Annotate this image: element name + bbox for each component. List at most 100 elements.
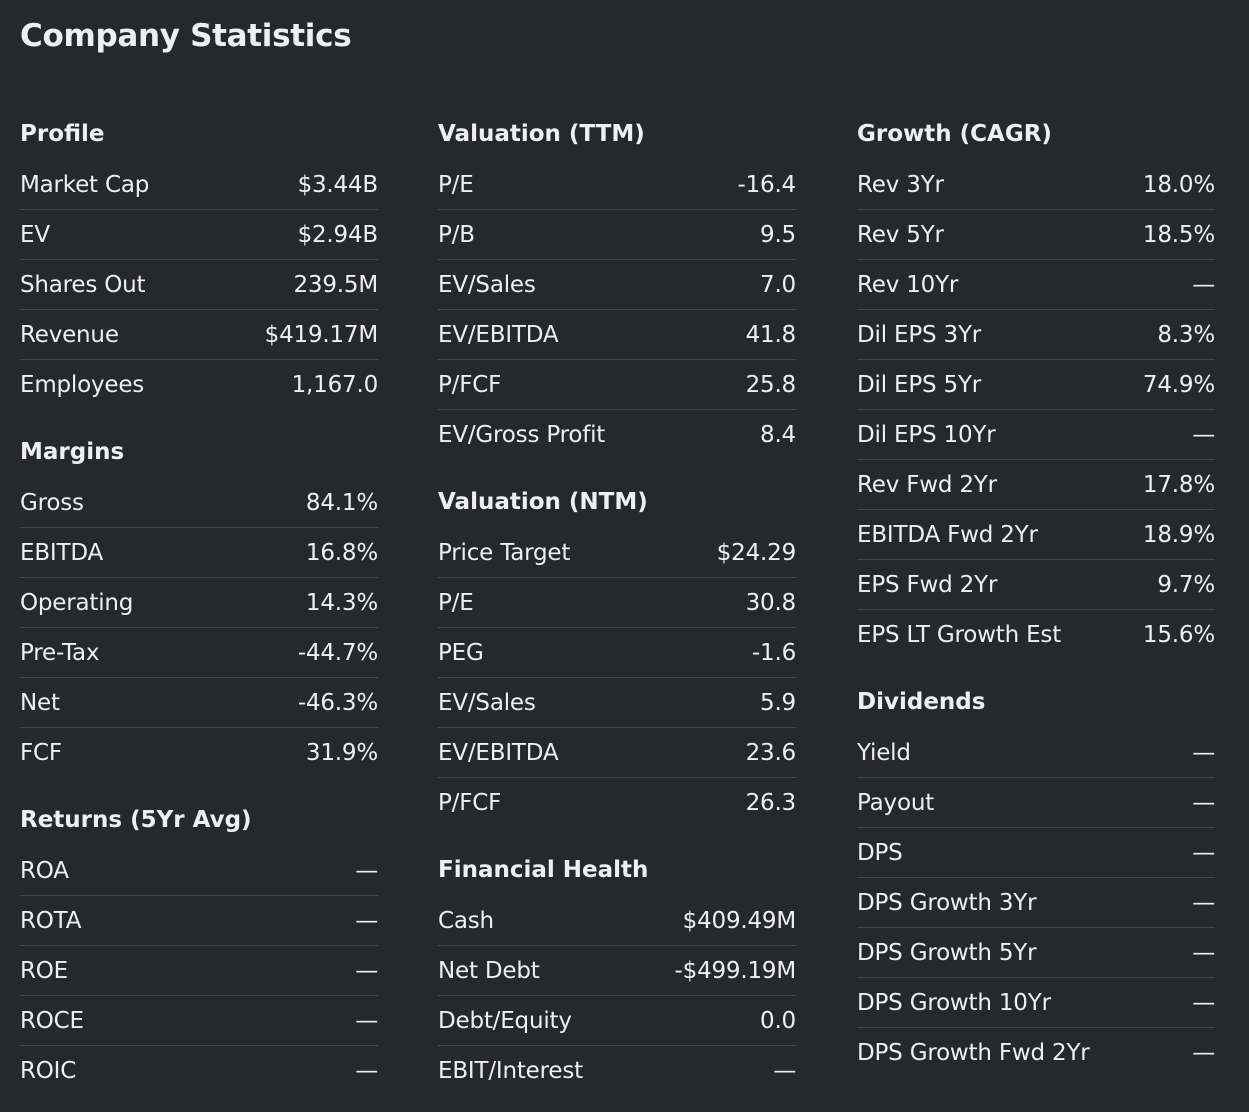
stat-label: DPS Growth 5Yr: [857, 939, 1037, 966]
stat-value: 14.3%: [305, 589, 378, 616]
stat-value: 8.4: [760, 421, 796, 448]
section-title: Valuation (NTM): [438, 489, 648, 515]
stat-row-revenue: Revenue $419.17M: [20, 310, 378, 360]
stat-value: —: [1192, 989, 1215, 1016]
stats-column-2: Valuation (TTM) P/E -16.4 P/B 9.5 EV/Sales 7.0…: [438, 108, 796, 1112]
stat-row-price-target: Price Target $24.29: [438, 528, 796, 578]
stat-value: —: [1192, 739, 1215, 766]
stat-value: 30.8: [745, 589, 797, 616]
stat-value: 31.9%: [305, 739, 378, 766]
stat-row-p-fcf: P/FCF 26.3: [438, 778, 796, 827]
stat-value: 74.9%: [1142, 371, 1215, 398]
stat-row-ebitda-fwd-2yr: EBITDA Fwd 2Yr 18.9%: [857, 510, 1215, 560]
stat-label: Market Cap: [20, 171, 150, 198]
stat-row-rev-5yr: Rev 5Yr 18.5%: [857, 210, 1215, 260]
stats-column-1: Profile Market Cap $3.44B EV $2.94B Shares Ou…: [20, 108, 378, 1112]
stat-label: EPS Fwd 2Yr: [857, 571, 998, 598]
section-profile: Profile Market Cap $3.44B EV $2.94B Shares Ou…: [20, 108, 378, 409]
stat-label: DPS Growth 3Yr: [857, 889, 1037, 916]
stat-value: 7.0: [760, 271, 796, 298]
stat-row-ev-sales: EV/Sales 7.0: [438, 260, 796, 310]
stat-row-roic: ROIC —: [20, 1046, 378, 1095]
stat-value: —: [1192, 271, 1215, 298]
stat-label: Employees: [20, 371, 145, 398]
stat-label: EV/Gross Profit: [438, 421, 606, 448]
stat-label: EPS LT Growth Est: [857, 621, 1062, 648]
stat-row-gross: Gross 84.1%: [20, 478, 378, 528]
stat-value: —: [355, 1057, 378, 1084]
stat-label: EV/Sales: [438, 689, 536, 716]
stat-label: P/B: [438, 221, 475, 248]
stat-value: —: [355, 957, 378, 984]
stat-row-eps-fwd-2yr: EPS Fwd 2Yr 9.7%: [857, 560, 1215, 610]
stat-value: -16.4: [737, 171, 796, 198]
stat-row-dil-eps-10yr: Dil EPS 10Yr —: [857, 410, 1215, 460]
stat-row-rota: ROTA —: [20, 896, 378, 946]
stats-column-3: Growth (CAGR) Rev 3Yr 18.0% Rev 5Yr 18.5% Rev…: [857, 108, 1215, 1094]
stat-label: EBITDA: [20, 539, 103, 566]
stat-label: P/FCF: [438, 371, 502, 398]
stat-value: —: [355, 907, 378, 934]
stat-label: Revenue: [20, 321, 119, 348]
stat-label: EV/EBITDA: [438, 321, 559, 348]
stat-row-eps-lt-growth-est: EPS LT Growth Est 15.6%: [857, 610, 1215, 659]
stat-row-ev-ebitda: EV/EBITDA 41.8: [438, 310, 796, 360]
stat-value: 16.8%: [305, 539, 378, 566]
stat-value: $419.17M: [264, 321, 379, 348]
section-financial-health: Financial Health Cash $409.49M Net Debt -$49…: [438, 844, 796, 1095]
stat-row-ev-gross-profit: EV/Gross Profit 8.4: [438, 410, 796, 459]
stat-row-dps-growth-3yr: DPS Growth 3Yr —: [857, 878, 1215, 928]
stat-row-dil-eps-5yr: Dil EPS 5Yr 74.9%: [857, 360, 1215, 410]
section-valuation-ttm: Valuation (TTM) P/E -16.4 P/B 9.5 EV/Sales 7.0…: [438, 108, 796, 459]
stat-value: 25.8: [745, 371, 797, 398]
stat-row-debt-equity: Debt/Equity 0.0: [438, 996, 796, 1046]
stat-label: Dil EPS 10Yr: [857, 421, 996, 448]
stat-value: 18.5%: [1142, 221, 1215, 248]
stat-value: -$499.19M: [674, 957, 797, 984]
stat-label: EBITDA Fwd 2Yr: [857, 521, 1038, 548]
stat-value: 9.7%: [1157, 571, 1215, 598]
stat-label: EV/EBITDA: [438, 739, 559, 766]
section-returns-5yr-avg: Returns (5Yr Avg) ROA — ROTA — ROE — ROCE — ROIC —: [20, 794, 378, 1095]
stat-label: Operating: [20, 589, 134, 616]
stat-label: DPS Growth Fwd 2Yr: [857, 1039, 1090, 1066]
page-title: Company Statistics: [20, 18, 352, 54]
stat-row-dps-growth-10yr: DPS Growth 10Yr —: [857, 978, 1215, 1028]
stat-row-rev-3yr: Rev 3Yr 18.0%: [857, 160, 1215, 210]
stat-label: P/FCF: [438, 789, 502, 816]
stat-row-fcf: FCF 31.9%: [20, 728, 378, 777]
stat-label: PEG: [438, 639, 484, 666]
section-title: Valuation (TTM): [438, 121, 645, 147]
stat-row-ev-sales: EV/Sales 5.9: [438, 678, 796, 728]
stat-row-peg: PEG -1.6: [438, 628, 796, 678]
stat-value: 26.3: [745, 789, 797, 816]
stat-row-dps-growth-fwd-2yr: DPS Growth Fwd 2Yr —: [857, 1028, 1215, 1077]
stat-value: 239.5M: [293, 271, 379, 298]
stat-value: 15.6%: [1142, 621, 1215, 648]
stat-value: $24.29: [716, 539, 796, 566]
stat-value: -44.7%: [297, 639, 378, 666]
stat-row-yield: Yield —: [857, 728, 1215, 778]
stat-label: Gross: [20, 489, 84, 516]
stat-row-roce: ROCE —: [20, 996, 378, 1046]
stat-value: $409.49M: [682, 907, 797, 934]
stat-row-rev-10yr: Rev 10Yr —: [857, 260, 1215, 310]
stat-row-shares-out: Shares Out 239.5M: [20, 260, 378, 310]
stat-value: —: [1192, 789, 1215, 816]
stat-value: —: [1192, 889, 1215, 916]
stat-label: ROA: [20, 857, 69, 884]
stat-label: Price Target: [438, 539, 571, 566]
stat-label: Debt/Equity: [438, 1007, 572, 1034]
stat-row-dil-eps-3yr: Dil EPS 3Yr 8.3%: [857, 310, 1215, 360]
stat-label: ROTA: [20, 907, 82, 934]
stat-value: 41.8: [745, 321, 797, 348]
stat-row-roa: ROA —: [20, 846, 378, 896]
stat-value: —: [1192, 1039, 1215, 1066]
stat-label: Net Debt: [438, 957, 540, 984]
section-title: Financial Health: [438, 857, 649, 883]
section-growth-cagr: Growth (CAGR) Rev 3Yr 18.0% Rev 5Yr 18.5% Rev…: [857, 108, 1215, 659]
stat-row-dps: DPS —: [857, 828, 1215, 878]
stat-row-net-debt: Net Debt -$499.19M: [438, 946, 796, 996]
stat-value: —: [355, 1007, 378, 1034]
stat-value: $3.44B: [297, 171, 379, 198]
